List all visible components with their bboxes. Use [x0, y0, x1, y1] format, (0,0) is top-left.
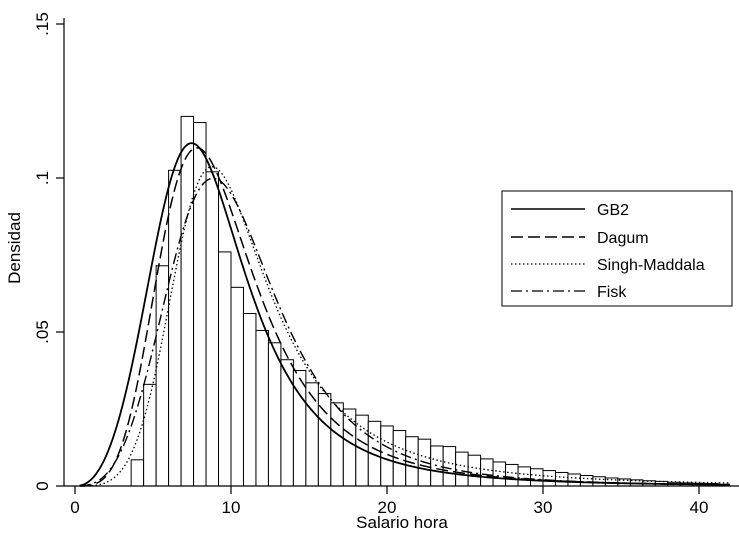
legend-label-singh-maddala: Singh-Maddala [597, 257, 705, 274]
histogram-bar [255, 329, 269, 487]
legend-item-singh-maddala: Singh-Maddala [511, 257, 705, 274]
y-axis-title: Densidad [5, 212, 24, 284]
y-tick-label: .15 [33, 12, 52, 36]
histogram-bar [242, 313, 257, 487]
histogram-bar [480, 458, 494, 487]
histogram-bar [267, 342, 282, 487]
histogram-bar [155, 265, 170, 487]
y-ticks: 0 .05 .1 .15 [33, 12, 64, 491]
x-ticks: 0 10 20 30 40 [70, 486, 708, 517]
legend-label-gb2: GB2 [597, 202, 629, 219]
legend-item-dagum: Dagum [511, 230, 649, 247]
curve-fisk [79, 177, 730, 487]
histogram-bar [579, 475, 594, 487]
legend-item-gb2: GB2 [511, 202, 629, 219]
legend-item-fisk: Fisk [511, 284, 627, 301]
y-tick-label: 0 [33, 481, 52, 490]
legend-label-dagum: Dagum [597, 230, 649, 247]
histogram-bar [392, 430, 407, 487]
histogram-bar [305, 382, 319, 487]
histogram-bar [143, 383, 157, 487]
histogram-bar [180, 115, 195, 487]
histogram-bar [218, 251, 232, 487]
histogram-bar [467, 454, 482, 487]
x-tick-label: 20 [378, 498, 397, 517]
x-tick-label: 30 [534, 498, 553, 517]
legend-label-fisk: Fisk [597, 284, 627, 301]
curve-dagum [79, 147, 730, 487]
legend-box [501, 190, 733, 307]
x-tick-label: 40 [690, 498, 709, 517]
histogram-bar [567, 473, 581, 487]
histogram-bar [168, 169, 182, 487]
histogram-bar [505, 463, 519, 487]
histogram-bar [130, 459, 145, 487]
y-tick-label: .1 [33, 171, 52, 185]
histogram-bar [517, 466, 532, 487]
histogram-bar [230, 286, 244, 487]
histogram-bar [442, 446, 457, 487]
x-tick-label: 0 [70, 498, 79, 517]
histogram-bar [554, 471, 569, 487]
legend: GB2 Dagum Singh-Maddala Fisk [501, 190, 733, 307]
histogram-bar [530, 468, 544, 487]
histogram-bar [592, 476, 606, 487]
density-curves [79, 142, 730, 487]
histogram-bar [492, 461, 507, 487]
histogram-bar [280, 359, 294, 487]
histogram-bar [330, 402, 344, 487]
histogram-bar [542, 470, 556, 487]
x-axis-title: Salario hora [356, 513, 448, 532]
histogram-bar [455, 451, 469, 487]
y-tick-label: .05 [33, 320, 52, 344]
curve-gb2 [79, 142, 730, 487]
histogram-bar [205, 171, 220, 487]
x-tick-label: 10 [222, 498, 241, 517]
histogram-bar [193, 122, 207, 487]
